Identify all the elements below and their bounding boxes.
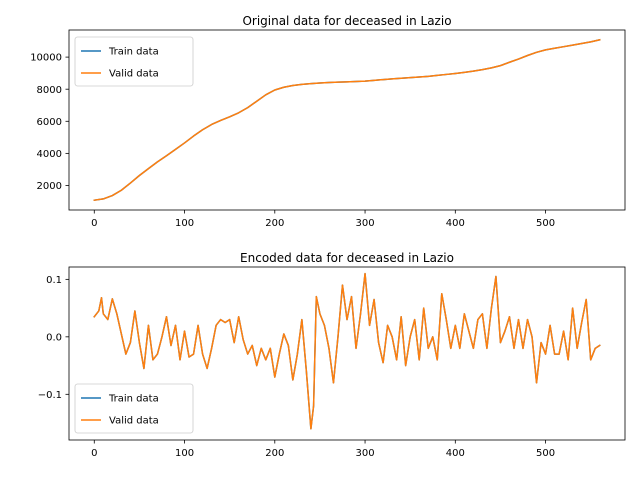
x-tick-label: 100	[175, 218, 194, 229]
y-tick-label: 2000	[37, 181, 62, 192]
y-tick-label: 10000	[30, 53, 62, 64]
legend-box	[74, 383, 194, 434]
x-tick-label: 100	[175, 448, 194, 459]
legend: Train data Valid data	[74, 383, 194, 434]
y-tick-label: 6000	[37, 117, 62, 128]
x-tick-label: 0	[91, 448, 97, 459]
chart-title: Encoded data for deceased in Lazio	[240, 251, 454, 265]
legend-label: Train data	[108, 394, 159, 405]
x-tick-label: 400	[446, 218, 465, 229]
x-tick-label: 300	[356, 218, 375, 229]
bottom-chart: 0 100 200 300 400 500 0.1 0.0 −0.1 Encoded data f…	[38, 251, 626, 459]
top-chart: 0 100 200 300 400 500 2000 4000 6000 8000 10000 Ori…	[30, 14, 626, 229]
x-tick-label: 0	[91, 218, 97, 229]
legend-box	[74, 36, 194, 87]
legend: Train data Valid data	[74, 36, 194, 87]
axes-frame	[68, 29, 626, 211]
x-tick-label: 200	[265, 448, 284, 459]
series-line-valid-data	[93, 38, 601, 202]
y-tick-label: 4000	[37, 149, 62, 160]
legend-label: Valid data	[109, 69, 159, 80]
x-tick-label: 300	[356, 448, 375, 459]
axes-frame	[68, 266, 626, 441]
series-line-valid-data	[93, 272, 601, 430]
legend-label: Valid data	[109, 416, 159, 427]
x-tick-label: 400	[446, 448, 465, 459]
x-tick-label: 500	[536, 218, 555, 229]
x-tick-label: 500	[536, 448, 555, 459]
x-tick-label: 200	[265, 218, 284, 229]
y-tick-label: −0.1	[38, 390, 62, 401]
y-tick-label: 0.0	[46, 332, 62, 343]
y-tick-label: 0.1	[46, 275, 62, 286]
chart-title: Original data for deceased in Lazio	[242, 14, 451, 28]
legend-label: Train data	[108, 47, 159, 58]
y-tick-label: 8000	[37, 85, 62, 96]
